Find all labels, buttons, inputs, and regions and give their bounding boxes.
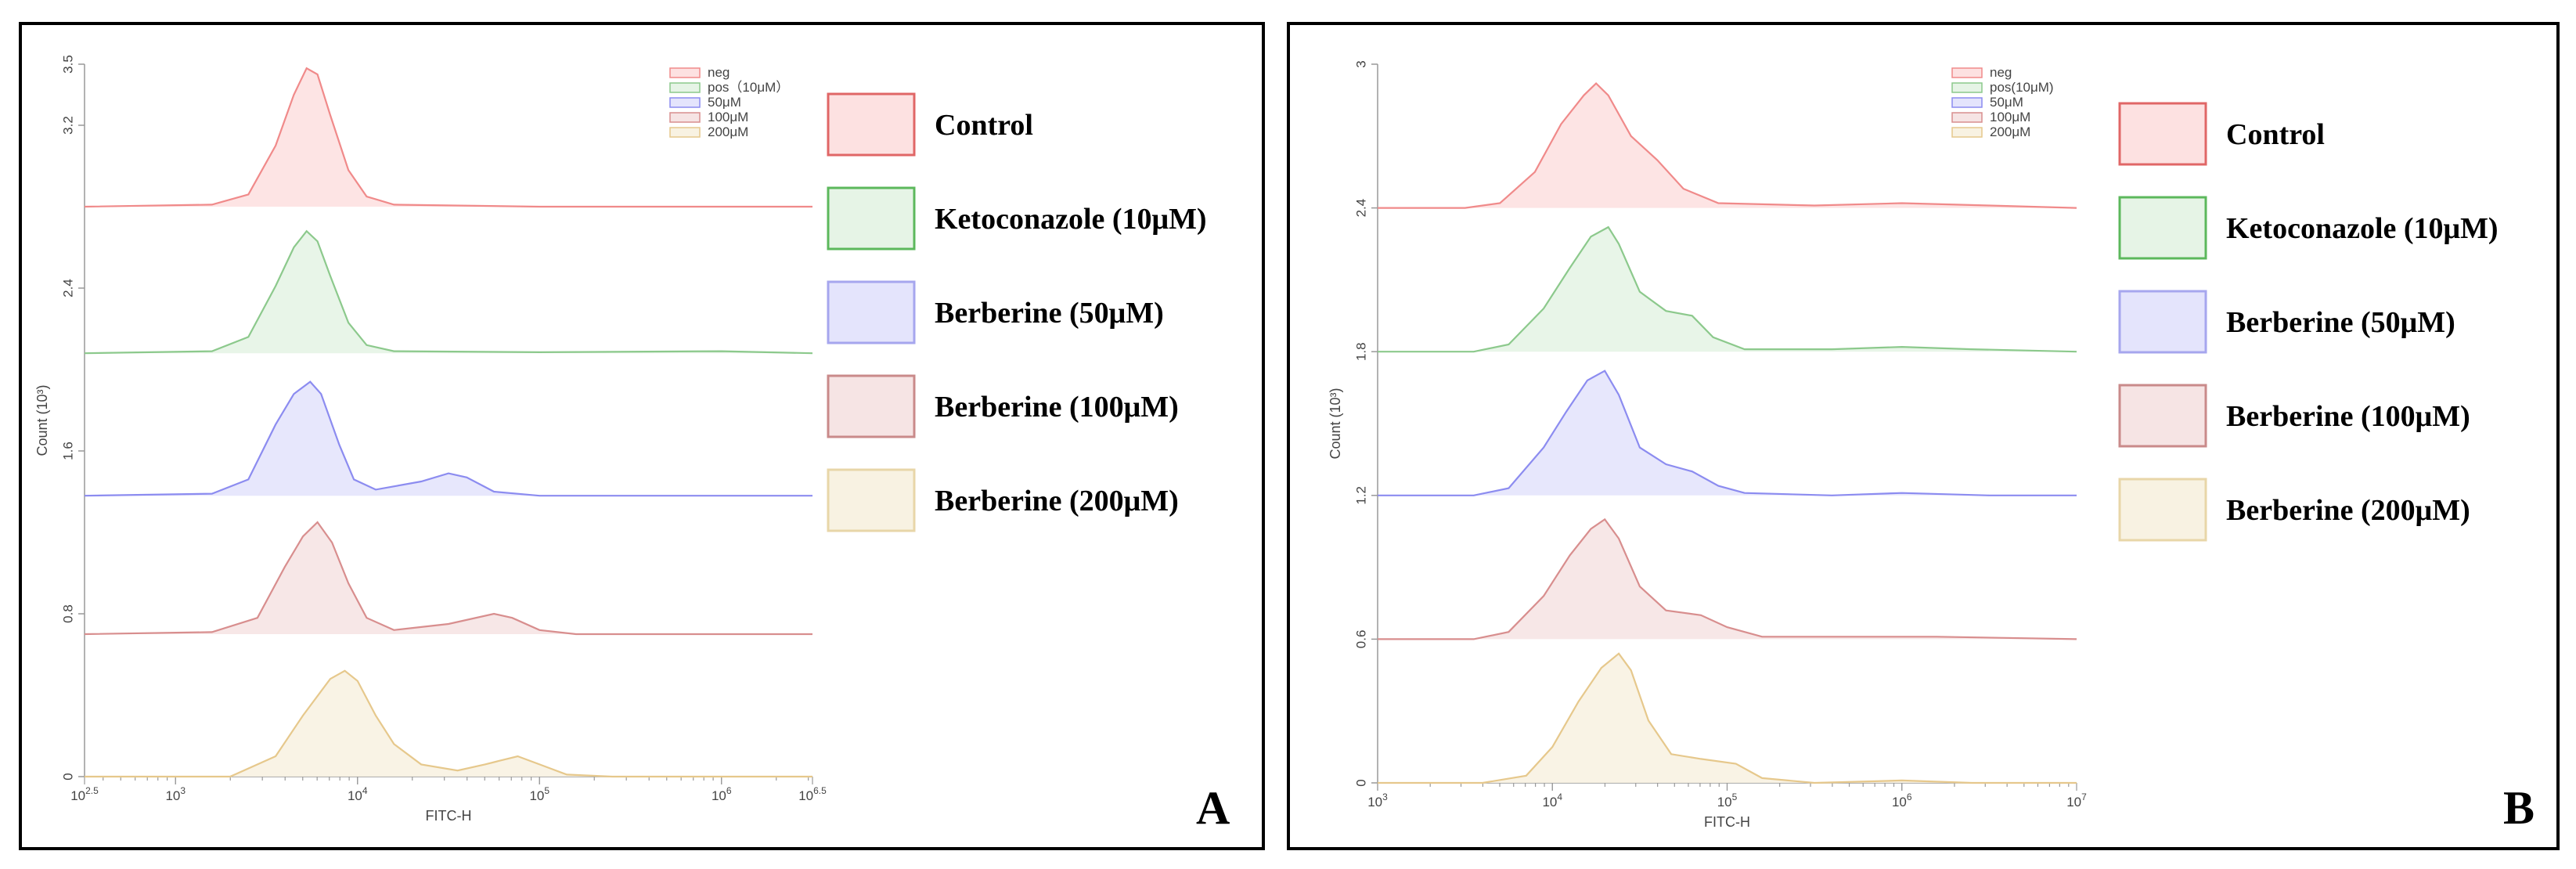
y-tick-label: 1.6 <box>60 442 75 460</box>
x-axis-title: FITC-H <box>1704 814 1750 830</box>
x-tick-label: 103 <box>165 785 186 803</box>
panel-b-chart: 0 0.6 1.2 1.8 2.4 3 Count (10³) 103 104 105 106 107… <box>1328 60 2535 834</box>
legend-swatch-2 <box>2118 196 2207 260</box>
inline-legend-label: 200μM <box>708 124 748 139</box>
series-line-5 <box>85 669 812 778</box>
series-line-1 <box>84 67 812 208</box>
series-area-3 <box>1378 370 2077 496</box>
legend-label-2: Ketoconazole (10μM) <box>2226 212 2499 245</box>
x-tick-label: 105 <box>529 785 549 803</box>
legend-swatch-4 <box>827 374 916 438</box>
inline-legend-swatch <box>1951 67 1983 78</box>
inline-legend-swatch <box>1951 127 1983 138</box>
series-area-2 <box>85 231 812 354</box>
y-tick-label: 3.2 <box>60 116 75 135</box>
panel-letter: B <box>2503 782 2535 834</box>
legend-swatch-5 <box>2118 478 2207 542</box>
x-tick-label: 104 <box>1542 791 1562 810</box>
y-tick-label: 0 <box>1353 779 1368 786</box>
inline-legend-label: pos(10μM) <box>1990 80 2054 95</box>
y-tick-label: 2.4 <box>60 279 75 297</box>
y-axis-title: Count (10³) <box>1328 388 1343 459</box>
inline-legend-label: 100μM <box>708 110 748 124</box>
y-axis-title: Count (10³) <box>34 384 50 456</box>
inline-legend-label: 50μM <box>1990 95 2023 110</box>
legend-label-1: Control <box>935 109 1033 142</box>
legend-label-3: Berberine (50μM) <box>935 297 1164 330</box>
series-line-2 <box>84 229 813 355</box>
series-area-4 <box>85 522 812 634</box>
legend-swatch-1 <box>827 92 916 157</box>
x-axis-title: FITC-H <box>426 808 472 824</box>
inline-legend-label: neg <box>708 65 730 80</box>
series-area-5 <box>85 670 812 777</box>
x-tick-label: 106.5 <box>798 785 827 803</box>
series-line-2 <box>1378 225 2077 353</box>
x-tick-label: 106 <box>1892 791 1912 810</box>
legend-swatch-4 <box>2118 384 2207 448</box>
legend-label-1: Control <box>2226 118 2325 151</box>
panel-a: 0 0.8 1.6 2.4 3.2 3.5 Count (10³) 102.5 103 104 10… <box>19 22 1265 850</box>
x-tick-label: 103 <box>1367 791 1388 810</box>
series-area-3 <box>85 381 812 496</box>
y-tick-label: 1.2 <box>1353 486 1368 505</box>
inline-legend-label: 50μM <box>708 95 741 110</box>
x-tick-label: 107 <box>2066 791 2087 810</box>
series-line-3 <box>84 380 812 497</box>
legend-label-4: Berberine (100μM) <box>2226 400 2470 433</box>
inline-legend-swatch <box>669 112 701 123</box>
y-tick-label: 0.6 <box>1353 630 1368 649</box>
inline-legend-swatch <box>1951 97 1983 108</box>
series-line-4 <box>84 521 812 636</box>
x-tick-label: 102.5 <box>70 785 99 803</box>
y-tick-label: 2.4 <box>1353 199 1368 218</box>
legend-label-2: Ketoconazole (10μM) <box>935 203 1207 236</box>
legend-label-5: Berberine (200μM) <box>935 485 1179 517</box>
y-tick-label: 0.8 <box>60 604 75 623</box>
series-area-2 <box>1378 227 2077 352</box>
inline-legend-label: 100μM <box>1990 110 2030 124</box>
legend-label-3: Berberine (50μM) <box>2226 306 2455 339</box>
legend-swatch-3 <box>827 280 916 344</box>
legend-swatch-1 <box>2118 102 2207 166</box>
inline-legend-label: pos（10μM） <box>708 80 789 95</box>
series-line-1 <box>1378 81 2077 209</box>
inline-legend-swatch <box>669 67 701 78</box>
legend-swatch-3 <box>2118 290 2207 354</box>
panel-letter: A <box>1196 782 1230 834</box>
panel-b: 0 0.6 1.2 1.8 2.4 3 Count (10³) 103 104 105 106 107… <box>1287 22 2560 850</box>
series-area-1 <box>1378 83 2077 208</box>
series-area-1 <box>85 68 812 207</box>
inline-legend-label: 200μM <box>1990 124 2030 139</box>
x-tick-label: 104 <box>348 785 368 803</box>
y-tick-label: 0 <box>60 773 75 780</box>
legend-label-5: Berberine (200μM) <box>2226 494 2470 527</box>
y-tick-label: 1.8 <box>1353 342 1368 361</box>
inline-legend-label: neg <box>1990 65 2012 80</box>
series-line-5 <box>1378 652 2077 784</box>
series-line-4 <box>1378 517 2077 640</box>
inline-legend-swatch <box>1951 82 1983 93</box>
x-tick-label: 105 <box>1717 791 1738 810</box>
series-line-3 <box>1378 370 2077 496</box>
inline-legend-swatch <box>669 127 701 138</box>
series-area-4 <box>1378 519 2077 640</box>
inline-legend-swatch <box>669 97 701 108</box>
series-area-5 <box>1378 653 2077 783</box>
inline-legend-swatch <box>669 82 701 93</box>
x-tick-label: 106 <box>712 785 732 803</box>
y-tick-label: 3.5 <box>60 55 75 74</box>
legend-swatch-2 <box>827 186 916 251</box>
panel-a-chart: 0 0.8 1.6 2.4 3.2 3.5 Count (10³) 102.5 103 104 10… <box>34 55 1230 834</box>
legend-swatch-5 <box>827 468 916 532</box>
inline-legend-swatch <box>1951 112 1983 123</box>
y-tick-label: 3 <box>1353 60 1368 67</box>
legend-label-4: Berberine (100μM) <box>935 391 1179 424</box>
